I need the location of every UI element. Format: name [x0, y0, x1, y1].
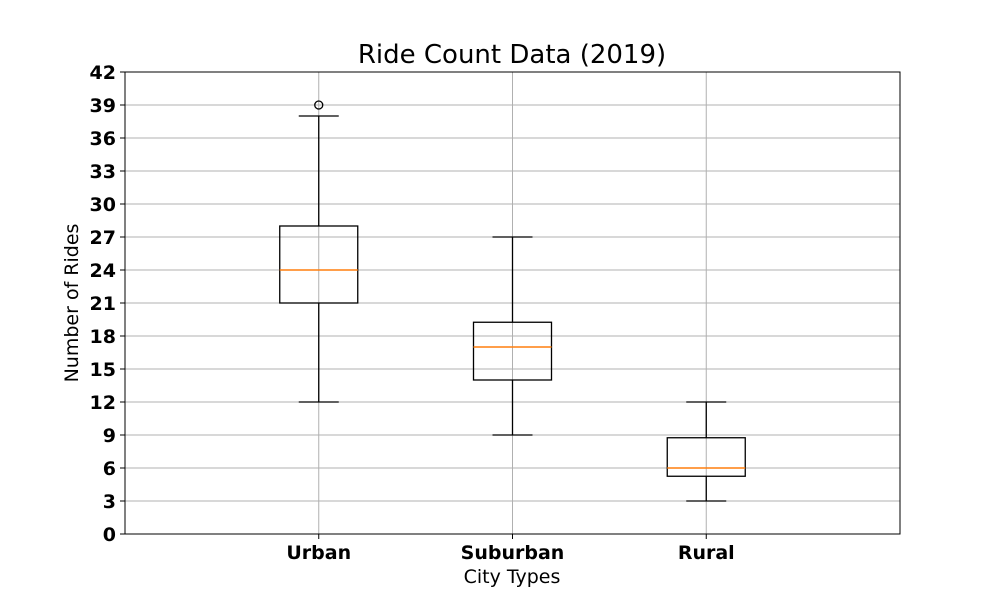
- y-tick-label: 3: [103, 491, 116, 513]
- y-tick-label: 12: [90, 392, 116, 414]
- boxes: [279, 100, 746, 502]
- x-tick-label: Urban: [286, 542, 351, 564]
- y-tick-label: 27: [90, 227, 116, 249]
- y-tick-label: 21: [90, 293, 116, 315]
- grid-lines: [125, 71, 900, 535]
- y-tick-label: 39: [90, 95, 116, 117]
- y-tick-label: 36: [90, 128, 116, 150]
- y-axis-label: Number of Rides: [61, 224, 83, 383]
- y-tick-label: 9: [103, 425, 116, 447]
- y-tick-label: 24: [90, 260, 116, 282]
- outlier-point: [314, 100, 324, 110]
- box-rural: [666, 401, 746, 502]
- x-tick-label: Suburban: [461, 542, 565, 564]
- box-suburban: [472, 236, 553, 436]
- x-tick-label: Rural: [678, 542, 735, 564]
- y-tick-label: 18: [90, 326, 116, 348]
- iqr-box: [279, 225, 359, 304]
- x-axis-label: City Types: [464, 566, 561, 588]
- chart-title: Ride Count Data (2019): [358, 40, 666, 70]
- y-tick-label: 6: [103, 458, 116, 480]
- y-tick-label: 30: [90, 194, 116, 216]
- y-tick-label: 15: [90, 359, 116, 381]
- y-tick-label: 0: [103, 524, 116, 546]
- y-tick-label: 33: [90, 161, 116, 183]
- iqr-box: [666, 437, 746, 477]
- box-urban: [279, 100, 359, 403]
- iqr-box: [472, 321, 553, 381]
- y-tick-label: 42: [90, 62, 116, 84]
- x-axis-ticks: Urban Suburban Rural: [286, 534, 735, 564]
